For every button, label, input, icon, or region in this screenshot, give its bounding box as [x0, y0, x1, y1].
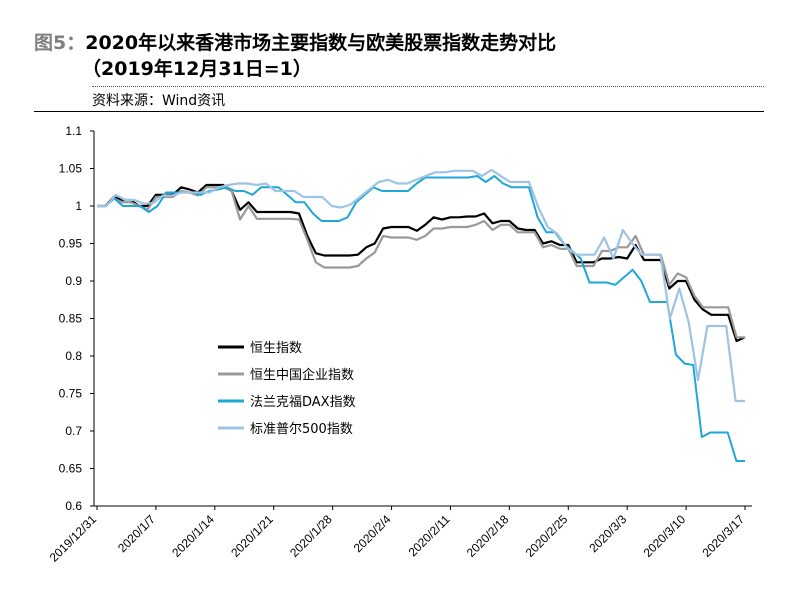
x-tick-label: 2020/1/21 — [228, 512, 276, 560]
legend-label: 恒生中国企业指数 — [250, 367, 354, 383]
x-tick-label: 2020/2/4 — [351, 512, 394, 555]
figure-label: 图5： — [34, 32, 86, 54]
x-tick-label: 2020/3/17 — [699, 512, 747, 560]
x-tick-label: 2020/3/10 — [641, 512, 689, 560]
series-line-2 — [97, 186, 745, 339]
title-line-1: 图5：2020年以来香港市场主要指数与欧美股票指数走势对比 — [34, 30, 764, 56]
x-tick-label: 2020/2/25 — [523, 512, 571, 560]
legend-label: 恒生指数 — [250, 341, 302, 356]
x-tick-label: 2020/2/18 — [464, 512, 512, 560]
x-tick-label: 2020/1/28 — [287, 512, 335, 560]
y-tick-label: 0.95 — [59, 237, 83, 251]
y-tick-label: 0.7 — [65, 424, 82, 438]
y-tick-label: 0.75 — [59, 387, 83, 401]
x-tick-label: 2020/2/11 — [406, 512, 453, 559]
x-tick-label: 2020/1/7 — [115, 512, 158, 555]
x-tick-label: 2020/3/3 — [586, 512, 629, 555]
chart-title: 图5：2020年以来香港市场主要指数与欧美股票指数走势对比 （2019年12月3… — [34, 30, 764, 82]
series-line-1 — [97, 183, 746, 343]
title-line-2: （2019年12月31日=1） — [82, 58, 312, 80]
y-tick-label: 0.65 — [59, 462, 83, 476]
y-tick-label: 1.05 — [59, 162, 83, 176]
y-tick-label: 0.6 — [65, 499, 82, 513]
x-tick-label: 2020/1/14 — [169, 512, 217, 560]
title-text: 2020年以来香港市场主要指数与欧美股票指数走势对比 — [85, 32, 557, 54]
y-tick-label: 0.85 — [59, 312, 83, 326]
legend-label: 标准普尔500指数 — [250, 422, 353, 437]
legend-label: 法兰克福DAX指数 — [250, 395, 356, 410]
x-tick-label: 2019/12/31 — [47, 512, 100, 565]
header-rule — [34, 111, 764, 112]
y-tick-label: 1.1 — [65, 124, 82, 138]
dotted-divider — [92, 86, 764, 87]
y-tick-label: 0.8 — [65, 349, 82, 363]
series-line-3 — [97, 175, 745, 462]
y-tick-label: 0.9 — [65, 274, 82, 288]
y-tick-label: 1 — [75, 199, 82, 213]
series-line-4 — [97, 168, 745, 403]
source-note: 资料来源：Wind资讯 — [92, 93, 226, 109]
